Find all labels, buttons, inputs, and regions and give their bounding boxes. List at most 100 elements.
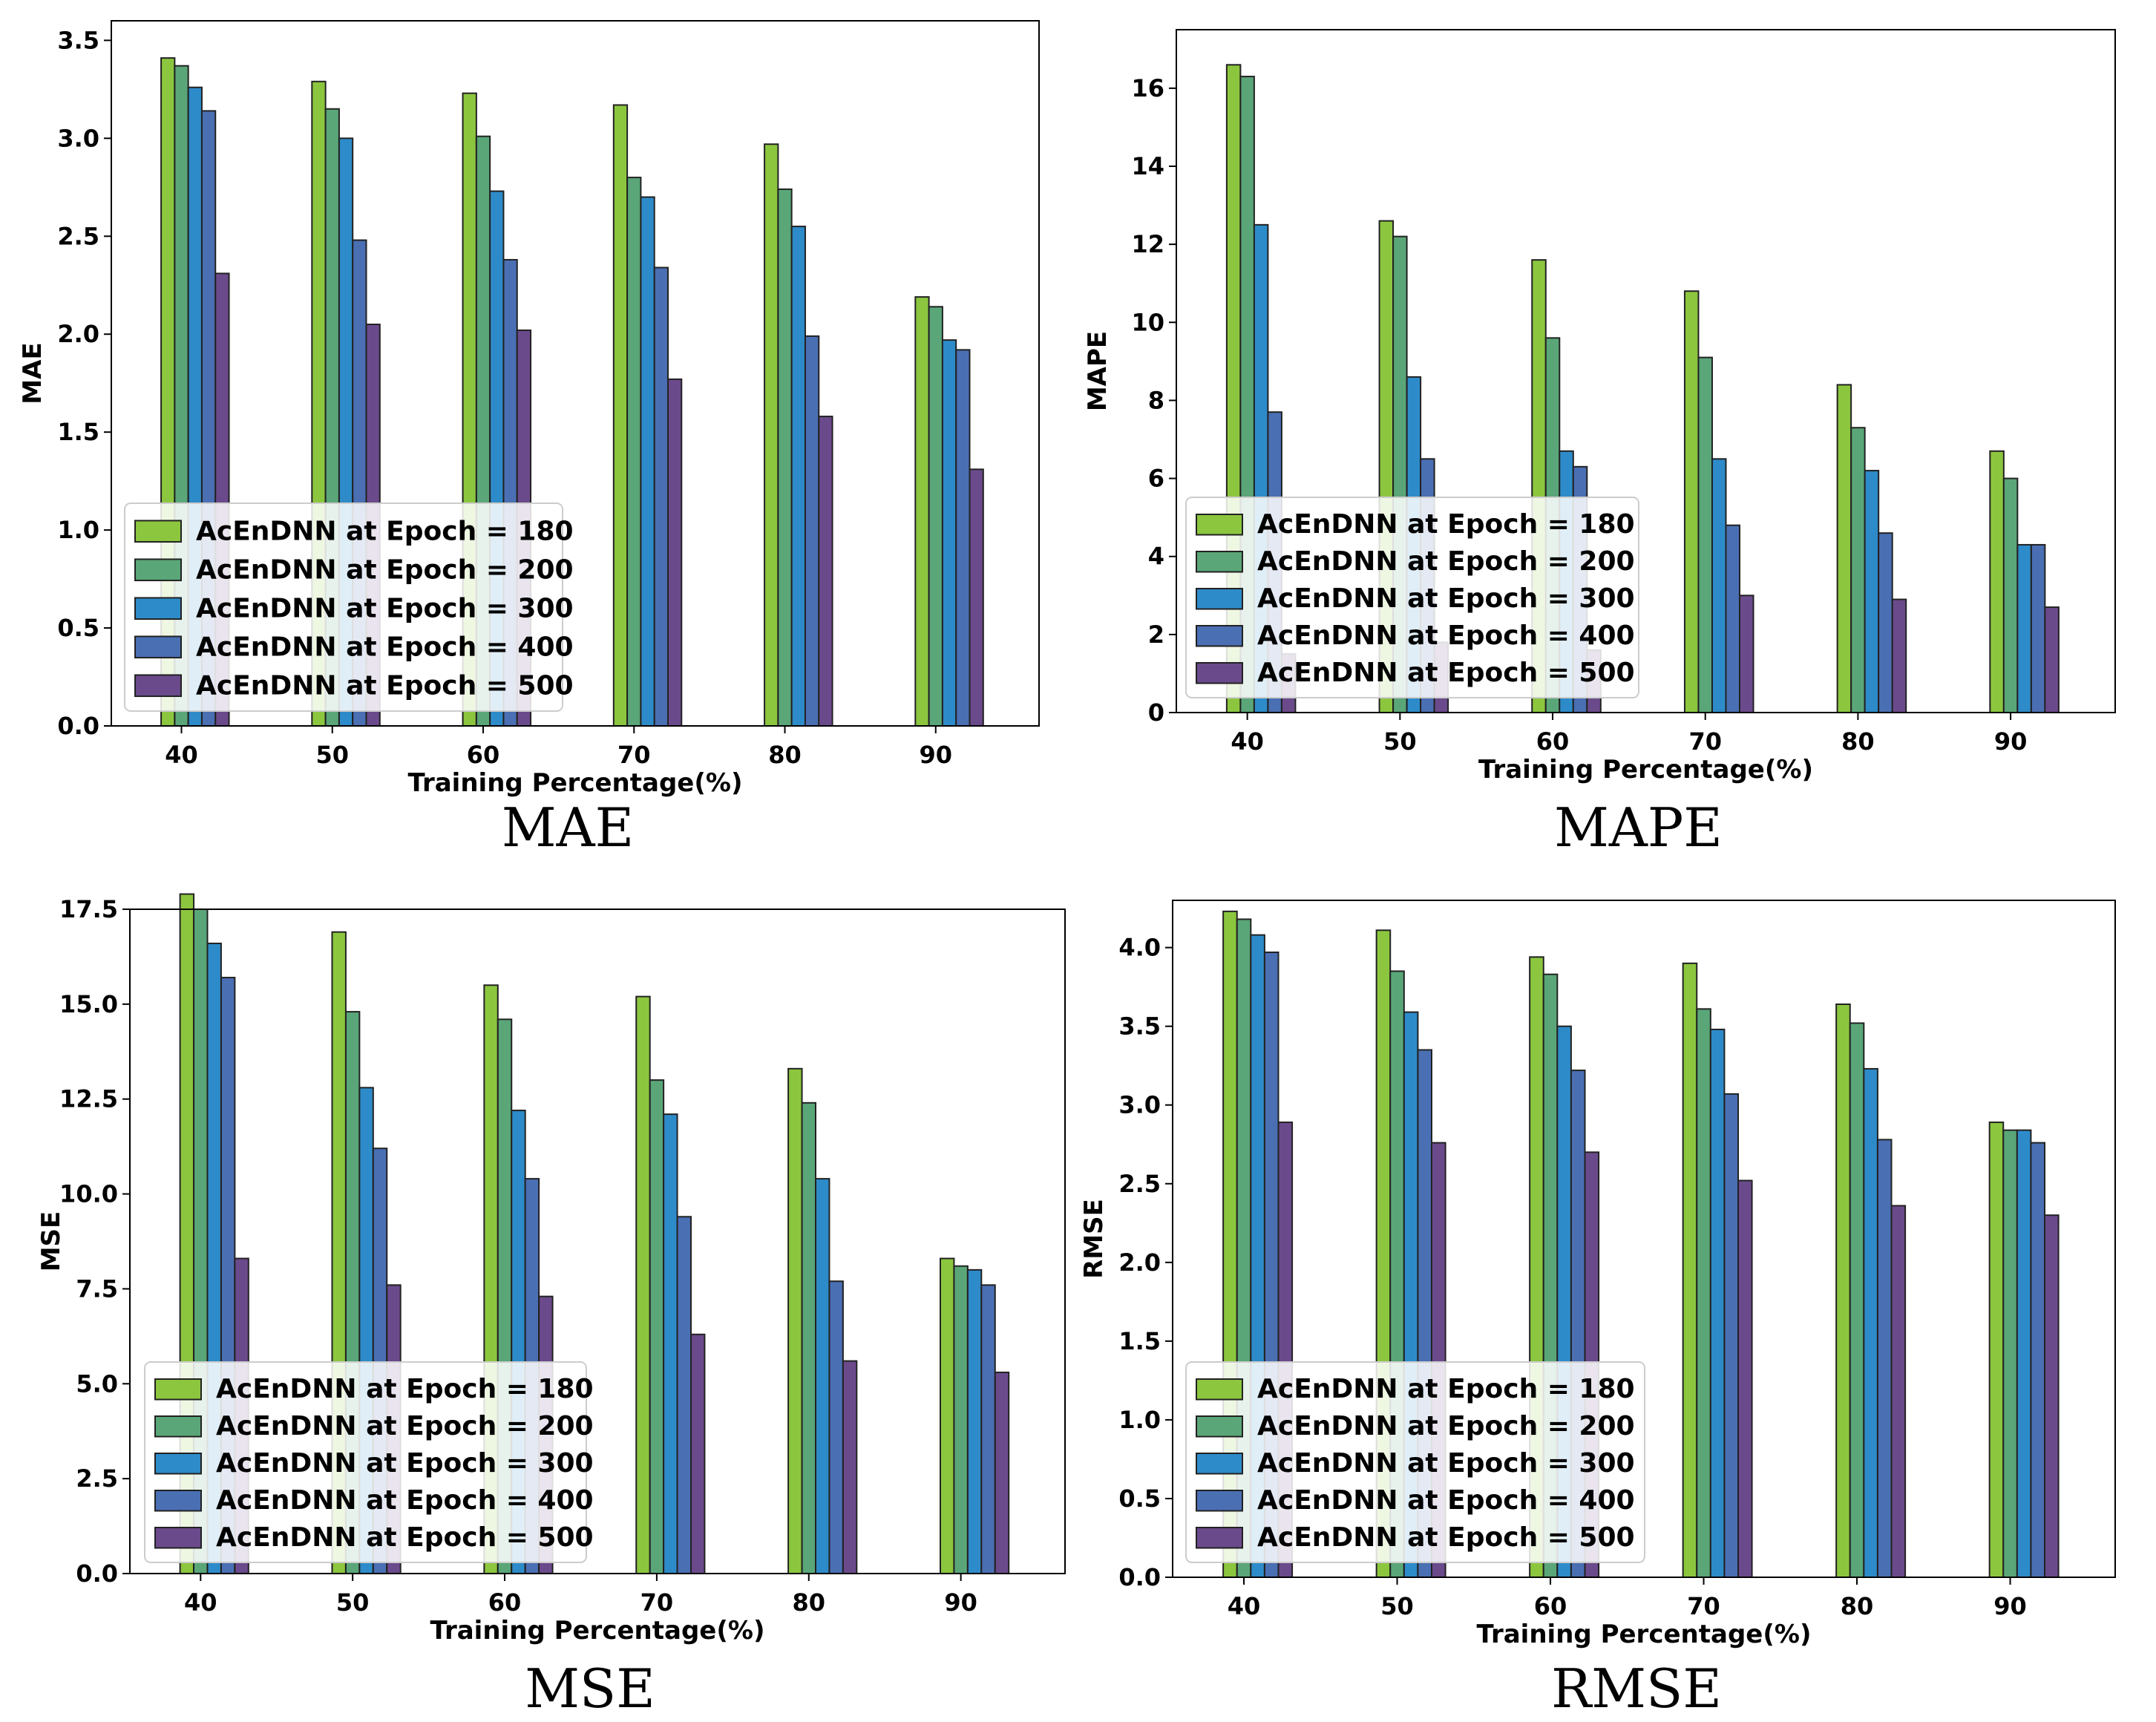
bar-90-series-2 <box>953 1265 969 1574</box>
bar-80-series-1 <box>1835 1003 1851 1579</box>
legend-swatch <box>154 1415 202 1438</box>
y-tick-label: 7.5 <box>76 1274 118 1303</box>
y-tick-label: 2.0 <box>1118 1248 1161 1277</box>
bar-80-series-1 <box>787 1067 803 1575</box>
bar-70-series-4 <box>1723 1093 1739 1578</box>
bar-70-series-1 <box>1682 962 1698 1578</box>
legend-label: AcEnDNN at Epoch = 400 <box>196 632 574 662</box>
bar-80-series-2 <box>777 188 793 727</box>
legend-swatch <box>1196 551 1243 573</box>
x-tick-label: 80 <box>793 1588 826 1617</box>
y-tick-label: 5.0 <box>76 1369 118 1398</box>
bar-90-series-1 <box>914 296 930 727</box>
legend-swatch <box>134 597 182 621</box>
bar-80-series-2 <box>801 1101 817 1575</box>
bar-90-series-1 <box>1989 450 2005 713</box>
bar-90-series-1 <box>940 1257 955 1574</box>
bar-70-series-2 <box>1697 356 1713 713</box>
bar-90-series-3 <box>2016 1129 2032 1578</box>
bar-70-series-3 <box>640 196 655 727</box>
bar-90-series-4 <box>955 349 971 727</box>
bar-70-series-2 <box>649 1079 665 1574</box>
chart-mae: 0.0 0.5 1.0 1.5 2.0 2.5 3.0 3.5 40 50 60 70 80 90 Trai… <box>18 20 1040 859</box>
bar-90-series-2 <box>2002 477 2019 713</box>
legend-label: AcEnDNN at Epoch = 180 <box>1257 1374 1635 1404</box>
x-tick-label: 40 <box>1231 727 1264 756</box>
y-tick-label: 10 <box>1131 308 1164 336</box>
y-tick-label: 4 <box>1148 543 1164 571</box>
x-tick-label: 80 <box>1841 1592 1874 1620</box>
y-ticks: 0.0 0.5 1.0 1.5 2.0 2.5 3.0 3.5 4.0 <box>1118 934 1173 1591</box>
legend-swatch <box>1196 1490 1243 1512</box>
bar-70-series-1 <box>1683 290 1700 713</box>
x-tick-label: 70 <box>617 741 651 769</box>
y-axis-label: MSE <box>36 1211 66 1272</box>
x-tick-label: 50 <box>1380 1592 1414 1620</box>
legend-swatch <box>134 520 182 543</box>
chart-caption: MAPE <box>1554 796 1723 859</box>
bar-70-series-3 <box>663 1113 678 1574</box>
x-tick-label: 50 <box>315 741 349 769</box>
bar-90-series-3 <box>966 1268 983 1575</box>
bar-80-series-1 <box>1836 384 1852 714</box>
bar-80-series-4 <box>1878 532 1893 714</box>
y-tick-label: 8 <box>1148 386 1164 414</box>
x-tick-label: 50 <box>1383 727 1417 756</box>
y-tick-label: 15.0 <box>59 990 118 1018</box>
bar-90-series-1 <box>1988 1122 2005 1578</box>
y-tick-label: 3.5 <box>1118 1012 1161 1041</box>
y-tick-label: 3.0 <box>57 124 99 152</box>
y-tick-label: 3.0 <box>1118 1091 1161 1119</box>
y-tick-label: 17.5 <box>59 895 118 923</box>
x-tick-label: 70 <box>640 1588 674 1617</box>
legend-box <box>144 1361 587 1563</box>
y-tick-label: 6 <box>1148 465 1164 493</box>
y-tick-label: 3.5 <box>57 26 99 54</box>
y-tick-label: 2.0 <box>57 320 99 348</box>
bar-80-series-3 <box>1863 1067 1878 1579</box>
y-tick-label: 0 <box>1148 698 1164 727</box>
legend-label: AcEnDNN at Epoch = 200 <box>196 554 574 585</box>
bar-90-series-5 <box>2044 606 2060 713</box>
chart-mse: 0.0 2.5 5.0 7.5 10.0 12.5 15.0 17.5 40 50 60 70 80 90… <box>36 893 1066 1720</box>
legend-swatch <box>1196 1415 1243 1438</box>
legend-box <box>1185 1361 1645 1563</box>
bar-70-series-1 <box>635 995 651 1574</box>
legend-label: AcEnDNN at Epoch = 180 <box>1257 509 1635 540</box>
legend-swatch <box>1196 1378 1243 1401</box>
bar-80-series-1 <box>764 143 779 727</box>
legend: AcEnDNN at Epoch = 180 AcEnDNN at Epoch =… <box>124 502 574 712</box>
bar-90-series-2 <box>928 306 943 727</box>
bar-80-series-5 <box>818 416 833 727</box>
x-tick-label: 40 <box>1228 1592 1261 1620</box>
y-tick-label: 2.5 <box>76 1464 118 1493</box>
chart-rmse: 0.0 0.5 1.0 1.5 2.0 2.5 3.0 3.5 4.0 40 50 60 70 80 90 T… <box>1079 900 2116 1720</box>
y-tick-label: 14 <box>1131 152 1164 180</box>
legend-label: AcEnDNN at Epoch = 200 <box>1257 1411 1635 1441</box>
x-tick-label: 60 <box>1534 1592 1567 1620</box>
x-tick-label: 90 <box>1994 727 2028 756</box>
legend-label: AcEnDNN at Epoch = 180 <box>216 1374 594 1404</box>
legend-label: AcEnDNN at Epoch = 500 <box>1257 658 1635 688</box>
y-tick-label: 0.0 <box>1118 1563 1161 1591</box>
y-tick-label: 1.0 <box>57 516 99 544</box>
bar-90-series-5 <box>969 468 984 727</box>
legend-label: AcEnDNN at Epoch = 300 <box>1257 583 1635 614</box>
y-tick-label: 0.5 <box>57 614 99 642</box>
y-tick-label: 2 <box>1148 621 1164 649</box>
bar-90-series-3 <box>2016 543 2032 714</box>
plot-frame <box>1176 29 2116 713</box>
chart-caption: RMSE <box>1551 1657 1722 1720</box>
legend-label: AcEnDNN at Epoch = 400 <box>216 1485 594 1516</box>
bar-90-series-5 <box>994 1371 1010 1574</box>
x-tick-label: 60 <box>488 1588 522 1617</box>
bar-80-series-4 <box>804 335 820 727</box>
y-tick-label: 1.5 <box>1118 1327 1161 1355</box>
y-tick-label: 0.0 <box>57 712 99 740</box>
y-tick-label: 2.5 <box>57 222 99 250</box>
bar-80-series-5 <box>1891 598 1907 713</box>
bar-70-series-3 <box>1709 1028 1726 1578</box>
y-axis-label: MAPE <box>1083 331 1113 411</box>
legend-box <box>1185 497 1639 698</box>
x-axis-label: Training Percentage(%) <box>408 768 743 798</box>
